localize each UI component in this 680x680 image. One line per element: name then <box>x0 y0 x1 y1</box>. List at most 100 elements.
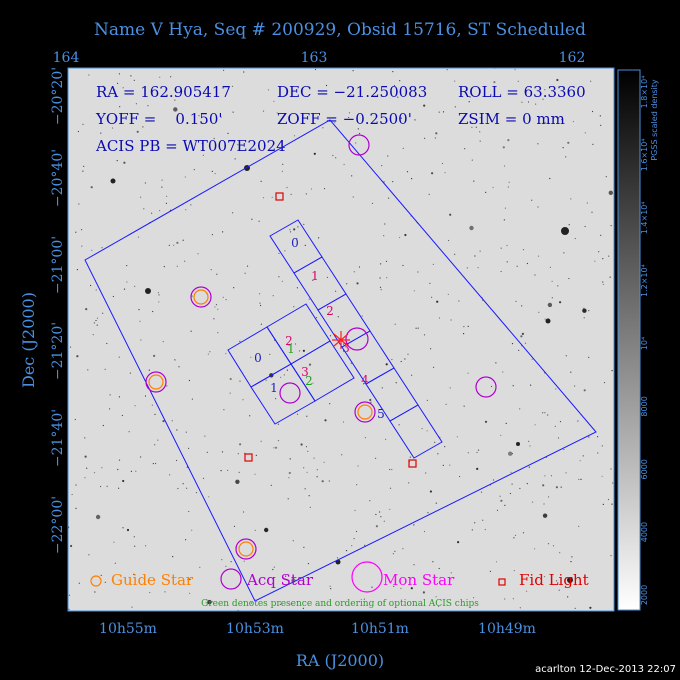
background-star <box>300 443 303 446</box>
background-star <box>91 249 93 251</box>
background-star <box>165 202 167 204</box>
left-axis: −20°20' −20°40' −21°00' −21°20' −21°40' … <box>19 67 66 554</box>
background-star <box>270 484 272 486</box>
background-star <box>158 301 160 303</box>
background-star <box>243 560 245 562</box>
info-ra: RA = 162.905417 <box>96 83 231 101</box>
background-star <box>563 252 565 254</box>
colorbar-tick-label: 6000 <box>640 459 649 479</box>
background-star <box>389 508 391 510</box>
info-roll: ROLL = 63.3360 <box>458 83 586 101</box>
background-star <box>601 445 603 447</box>
background-star <box>283 374 285 376</box>
background-star <box>538 311 540 313</box>
optional-chip-label: 1 <box>287 342 295 356</box>
background-star <box>559 301 562 304</box>
background-star <box>137 236 140 238</box>
background-star <box>516 265 518 267</box>
chip-labels: 0 1 0 5 2 3 1 2 3 4 1 2 <box>254 236 385 421</box>
background-star <box>438 317 441 319</box>
background-star <box>286 186 288 189</box>
background-star <box>140 339 142 341</box>
background-star <box>413 524 415 526</box>
background-star <box>87 369 89 371</box>
background-star <box>459 475 461 478</box>
background-star <box>411 374 413 376</box>
left-tick-label: −22°00' <box>50 496 66 554</box>
background-star <box>521 101 523 103</box>
background-star <box>432 263 434 265</box>
background-star <box>147 105 149 107</box>
background-star <box>393 84 396 87</box>
background-star <box>92 334 94 336</box>
background-star <box>329 585 331 587</box>
background-star <box>75 507 77 509</box>
background-star <box>82 170 84 172</box>
background-star <box>471 529 473 531</box>
background-star <box>547 543 550 545</box>
background-star <box>173 107 178 112</box>
background-stars <box>68 68 614 611</box>
background-star <box>371 202 374 204</box>
background-star <box>220 470 222 472</box>
background-star <box>524 342 527 344</box>
background-star <box>93 472 96 474</box>
background-star <box>364 544 366 546</box>
background-star <box>522 532 525 534</box>
background-star <box>464 148 466 150</box>
background-star <box>565 156 567 158</box>
background-star <box>436 300 439 303</box>
background-star <box>184 260 186 262</box>
background-star <box>96 324 98 326</box>
background-star <box>193 169 195 171</box>
background-star <box>551 280 553 282</box>
bright-field-star <box>110 178 116 184</box>
background-star <box>304 488 306 490</box>
background-star <box>75 231 77 233</box>
acis-i-chip-id: 0 <box>254 351 262 365</box>
background-star <box>106 485 108 487</box>
background-star <box>286 369 288 371</box>
background-star <box>484 528 486 531</box>
background-star <box>84 455 87 458</box>
left-tick-label: −21°00' <box>50 236 66 294</box>
background-star <box>122 527 124 529</box>
background-star <box>207 599 212 605</box>
background-star <box>561 119 563 121</box>
background-star <box>361 315 363 317</box>
background-star <box>104 368 106 370</box>
background-star <box>495 561 498 563</box>
background-star <box>469 225 474 231</box>
background-star <box>182 239 184 241</box>
background-star <box>293 135 296 137</box>
fid-light-marker <box>244 453 253 462</box>
background-star <box>369 500 371 502</box>
background-star <box>348 116 350 119</box>
left-tick-label: −20°20' <box>50 67 66 125</box>
background-star <box>432 561 434 563</box>
background-star <box>231 85 234 87</box>
background-star <box>363 383 365 385</box>
background-star <box>450 319 452 321</box>
background-star <box>191 295 193 297</box>
background-star <box>292 540 294 542</box>
background-star <box>234 158 236 160</box>
background-star <box>353 538 355 540</box>
background-star <box>364 437 366 439</box>
background-star <box>359 132 361 135</box>
background-star <box>473 180 475 182</box>
acq-stars <box>145 134 497 560</box>
background-star <box>227 132 229 134</box>
background-star <box>503 219 505 221</box>
background-star <box>570 561 572 563</box>
background-star <box>500 270 502 273</box>
background-star <box>485 191 487 193</box>
background-star <box>509 492 511 495</box>
background-star <box>463 405 465 407</box>
background-star <box>602 281 604 283</box>
background-star <box>383 235 385 237</box>
background-star <box>84 437 86 439</box>
background-star <box>264 527 269 533</box>
mon-legend-icon <box>351 561 383 593</box>
background-star <box>169 474 171 476</box>
